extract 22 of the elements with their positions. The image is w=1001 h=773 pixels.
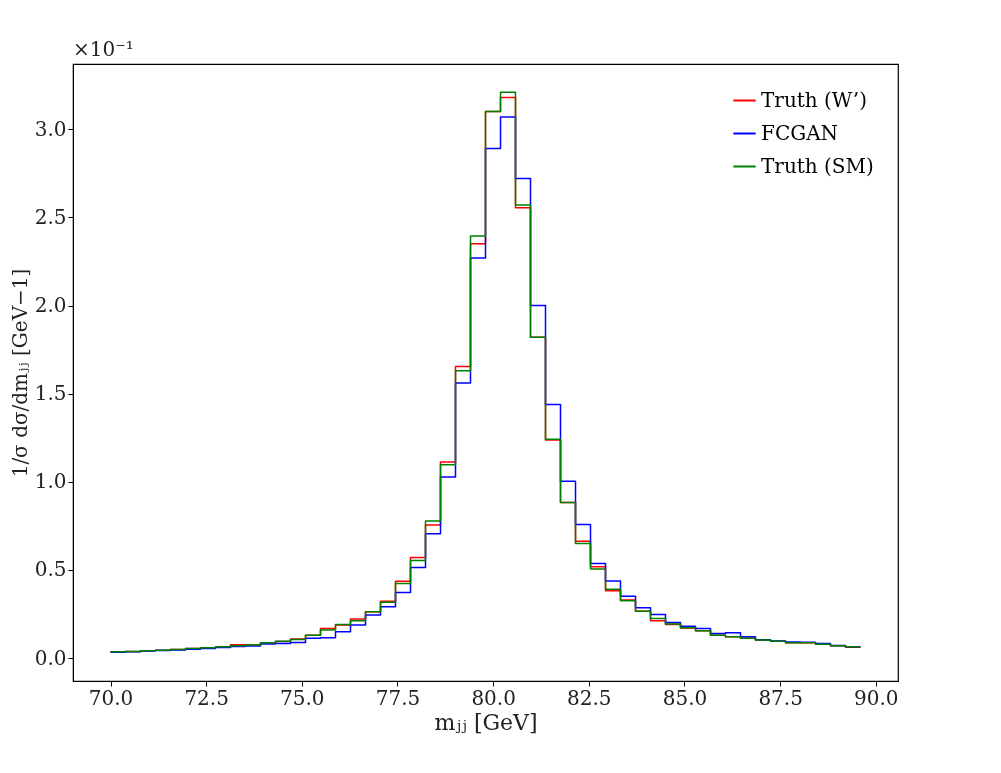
y-tick-label: 2.0 (34, 293, 67, 318)
x-tick-label: 77.5 (375, 685, 421, 710)
y-tick-label: 0.0 (34, 645, 67, 670)
x-tick-label: 87.5 (758, 685, 803, 710)
x-tick-label: 82.5 (567, 685, 612, 710)
x-axis-title: mⱼⱼ [GeV] (434, 709, 538, 735)
text: ×10⁻¹ (73, 37, 134, 61)
legend-label: Truth (SM) (761, 153, 874, 178)
x-tick-label: 70.0 (88, 685, 134, 710)
y-tick-label: 2.5 (34, 204, 67, 229)
x-tick-label: 75.0 (280, 685, 325, 710)
x-tick-label: 80.0 (471, 685, 516, 710)
y-tick-label: 1.5 (34, 381, 67, 406)
x-tick-label: 90.0 (854, 685, 899, 710)
y-axis-title: 1/σ dσ/dmⱼⱼ [GeV−1] (7, 268, 32, 478)
legend-label: FCGAN (761, 120, 839, 145)
legend-label: Truth (W’) (761, 87, 867, 112)
y-tick-label: 1.0 (34, 469, 67, 494)
y-tick-label: 0.5 (34, 557, 67, 582)
x-tick-label: 85.0 (662, 685, 708, 710)
x-tick-label: 72.5 (184, 685, 229, 710)
y-tick-label: 3.0 (34, 116, 67, 141)
